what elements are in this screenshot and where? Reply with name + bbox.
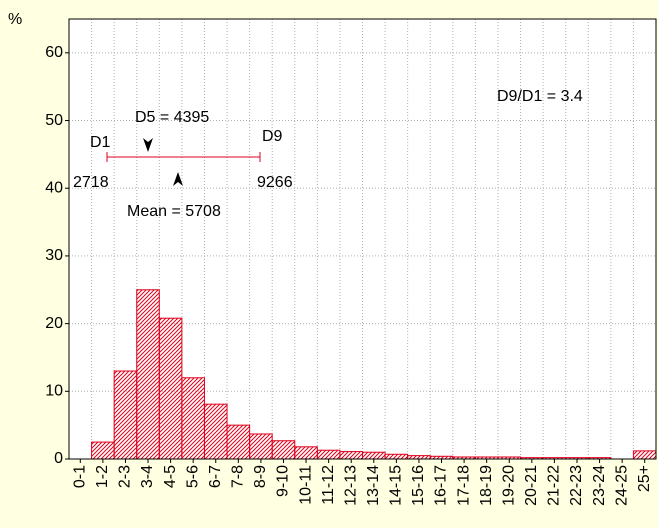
x-tick-label: 11-12 bbox=[320, 465, 337, 505]
y-tick-label: 40 bbox=[45, 179, 63, 196]
x-tick-label: 1-2 bbox=[94, 465, 111, 488]
x-tick-label: 17-18 bbox=[455, 465, 472, 506]
bar bbox=[294, 446, 318, 460]
bar bbox=[384, 453, 409, 460]
x-tick-label: 3-4 bbox=[139, 465, 156, 488]
bar bbox=[136, 289, 160, 460]
x-tick-label: 23-24 bbox=[591, 465, 608, 506]
bar bbox=[203, 403, 228, 460]
x-tick-label: 9-10 bbox=[275, 465, 292, 497]
bar bbox=[339, 451, 363, 460]
annotation: 2718 bbox=[73, 174, 109, 191]
median-arrow bbox=[143, 138, 153, 152]
bar bbox=[316, 449, 341, 460]
mean-arrow bbox=[173, 172, 183, 186]
x-tick-label: 2-3 bbox=[117, 465, 134, 488]
annotation: D9 bbox=[262, 128, 283, 145]
y-tick-label: 10 bbox=[45, 383, 63, 400]
annotation: 9266 bbox=[257, 174, 293, 191]
x-tick-label: 5-6 bbox=[184, 465, 201, 488]
bar bbox=[407, 455, 431, 460]
x-tick-label: 4-5 bbox=[162, 465, 179, 488]
x-tick-label: 25+ bbox=[636, 465, 653, 492]
x-tick-label: 10-11 bbox=[297, 465, 314, 505]
bar bbox=[362, 451, 386, 460]
x-tick-label: 24-25 bbox=[613, 465, 630, 506]
x-tick-label: 22-23 bbox=[568, 465, 585, 506]
x-tick-label: 0-1 bbox=[72, 465, 89, 488]
x-tick-label: 16-17 bbox=[433, 465, 450, 506]
x-tick-label: 15-16 bbox=[410, 465, 427, 506]
x-tick-label: 20-21 bbox=[523, 465, 540, 506]
bar bbox=[158, 317, 183, 460]
x-tick-label: 18-19 bbox=[478, 465, 495, 506]
bar bbox=[181, 377, 205, 460]
y-axis-label: % bbox=[8, 11, 22, 28]
x-tick-label: 13-14 bbox=[365, 465, 382, 506]
bar bbox=[271, 440, 296, 460]
y-tick-label: 60 bbox=[45, 44, 63, 61]
annotation: D1 bbox=[90, 134, 111, 151]
x-tick-label: 21-22 bbox=[546, 465, 563, 506]
x-tick-label: 12-13 bbox=[342, 465, 359, 506]
y-tick-label: 0 bbox=[54, 450, 63, 467]
annotation: D9/D1 = 3.4 bbox=[497, 88, 583, 105]
bar bbox=[91, 441, 115, 460]
y-tick-label: 50 bbox=[45, 112, 63, 129]
x-tick-label: 8-9 bbox=[252, 465, 269, 488]
x-tick-label: 14-15 bbox=[388, 465, 405, 506]
bar bbox=[113, 370, 138, 460]
x-tick-label: 6-7 bbox=[207, 465, 224, 488]
annotation: Mean = 5708 bbox=[127, 203, 221, 220]
y-tick-label: 30 bbox=[45, 247, 63, 264]
x-tick-label: 19-20 bbox=[500, 465, 517, 506]
bar bbox=[249, 433, 273, 460]
bar bbox=[226, 424, 251, 460]
y-tick-label: 20 bbox=[45, 315, 63, 332]
plot-frame bbox=[68, 18, 657, 460]
x-tick-label: 7-8 bbox=[230, 465, 247, 488]
bar bbox=[632, 450, 657, 460]
annotation: D5 = 4395 bbox=[135, 109, 209, 126]
